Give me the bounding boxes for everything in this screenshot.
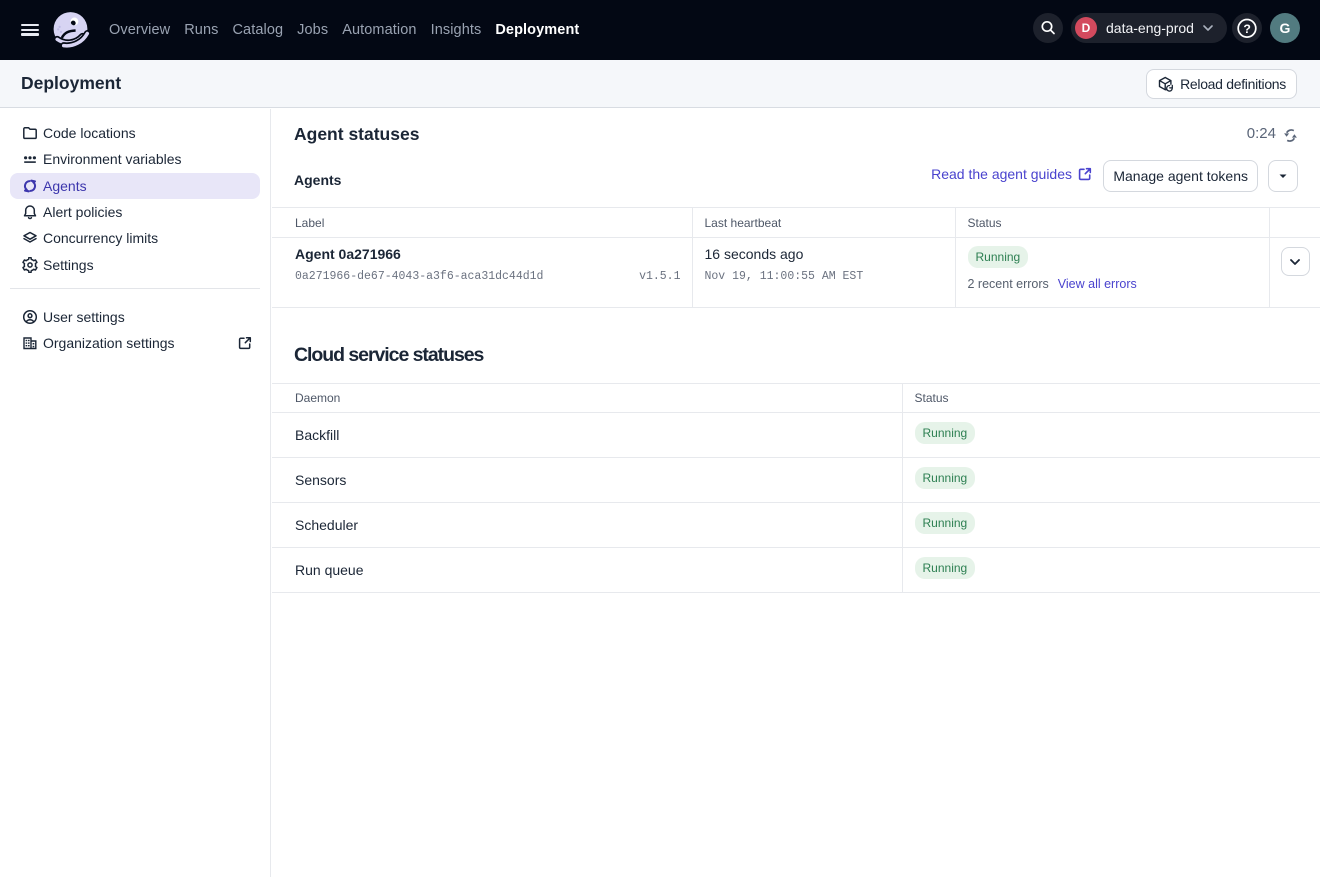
- svg-text:?: ?: [1243, 22, 1251, 36]
